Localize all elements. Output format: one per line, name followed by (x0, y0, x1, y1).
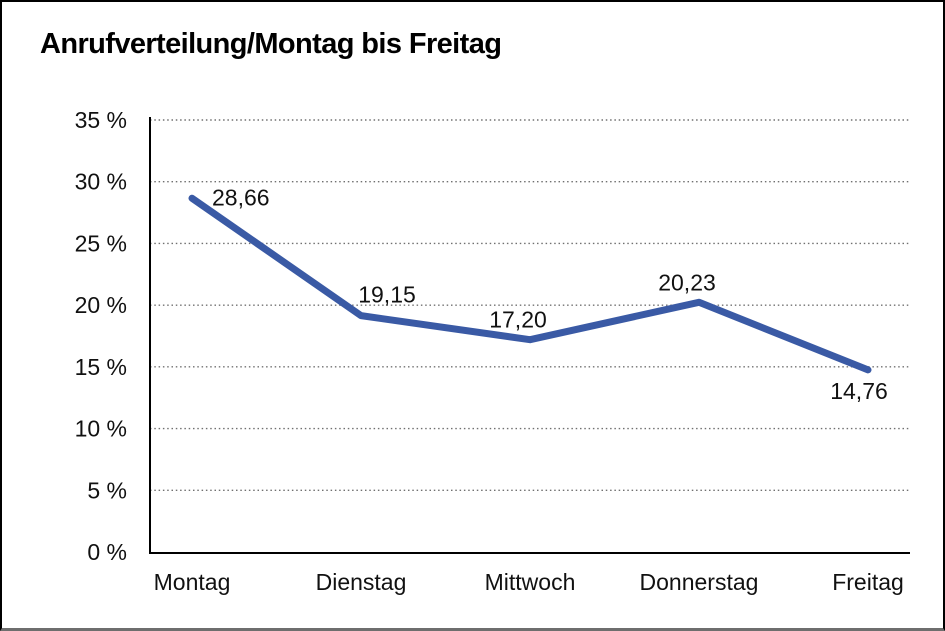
x-tick-label: Montag (154, 569, 231, 595)
data-point-label: 14,76 (830, 378, 888, 404)
x-tick-label: Mittwoch (485, 569, 576, 595)
data-point-label: 19,15 (358, 282, 416, 308)
y-tick-label: 10 % (75, 416, 127, 442)
axes (149, 117, 910, 554)
y-tick-label: 35 % (75, 107, 127, 133)
y-tick-label: 15 % (75, 354, 127, 380)
y-tick-label: 30 % (75, 169, 127, 195)
y-tick-label: 25 % (75, 230, 127, 256)
data-point-label: 17,20 (489, 307, 547, 333)
gridlines (150, 119, 910, 491)
y-tick-label: 20 % (75, 292, 127, 318)
x-tick-label: Donnerstag (640, 569, 759, 595)
data-point-label: 20,23 (658, 269, 716, 295)
y-tick-label: 0 % (87, 539, 127, 565)
y-tick-labels: 0 % 5 % 10 % 15 % 20 % 25 % 30 % 35 % (75, 107, 127, 565)
x-tick-label: Dienstag (316, 569, 407, 595)
chart-title: Anrufverteilung/Montag bis Freitag (40, 28, 502, 60)
x-tick-label: Freitag (832, 569, 904, 595)
y-tick-label: 5 % (87, 477, 127, 503)
data-point-label: 28,66 (212, 184, 270, 210)
data-line (188, 194, 872, 374)
x-tick-labels: Montag Dienstag Mittwoch Donnerstag Freitag (154, 569, 904, 595)
data-point-labels: 28,66 19,15 17,20 20,23 14,76 (212, 184, 888, 404)
